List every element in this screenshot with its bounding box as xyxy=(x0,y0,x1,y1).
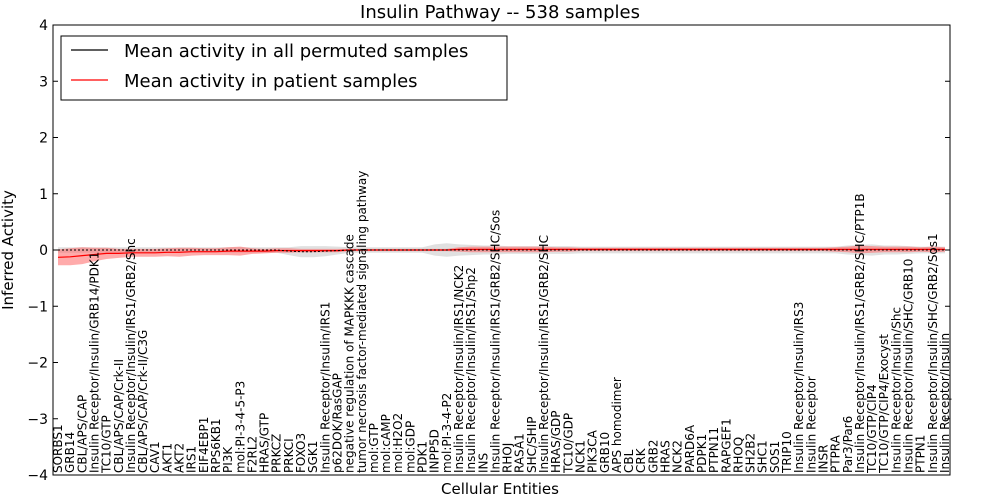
x-category-label: EIF4EBP1 xyxy=(197,417,211,473)
x-category-label: NCK2 xyxy=(671,440,685,473)
x-category-label: PARD6A xyxy=(683,424,697,473)
x-category-label: Insulin Receptor/Insulin/IRS1 xyxy=(318,302,332,473)
x-category-label: mol:GTP xyxy=(367,423,381,473)
x-category-label: TC10/GTP/CIP4 xyxy=(865,384,879,474)
legend-label-patient: Mean activity in patient samples xyxy=(124,71,418,92)
x-category-label: mol:H2O2 xyxy=(391,413,405,473)
x-category-label: mol:cAMP xyxy=(379,414,393,473)
x-category-label: TC10/GDP xyxy=(561,413,575,474)
y-tick-label: 3 xyxy=(39,74,48,90)
legend-label-permuted: Mean activity in all permuted samples xyxy=(124,41,468,62)
x-category-label: Insulin Receptor/Insulin/IRS1/GRB2/SHC/P… xyxy=(853,193,867,473)
x-category-label: CBL/APS/CAP/Crk-II/C3G xyxy=(136,330,150,473)
x-category-label: PDK1 xyxy=(416,441,430,473)
x-category-label: SORBS1 xyxy=(51,424,65,473)
x-category-label: Insulin Receptor/Insulin/IRS1/NCK2 xyxy=(452,265,466,473)
x-category-label: CBL/APS/CAP/Crk-II xyxy=(112,359,126,473)
x-category-label: APS homodimer xyxy=(610,377,624,473)
x-category-label: HRAS xyxy=(659,440,673,473)
x-category-label: RPS6KB1 xyxy=(209,418,223,473)
x-category-label: SHC1 xyxy=(756,440,770,473)
y-tick-label: 4 xyxy=(39,18,48,34)
legend: Mean activity in all permuted samples Me… xyxy=(60,35,508,101)
x-category-label: IRS1 xyxy=(185,446,199,473)
x-category-label: Par3/Par6 xyxy=(841,416,855,473)
x-category-label: RHOJ xyxy=(501,443,515,473)
x-category-label: Insulin Receptor xyxy=(804,376,818,473)
y-tick-label: −4 xyxy=(27,468,48,484)
x-category-label: TRIP10 xyxy=(780,431,794,474)
x-category-label: Insulin Receptor/Insulin/SHC/GRB2/Sos1 xyxy=(926,233,940,473)
x-category-label: SH2B2 xyxy=(744,433,758,473)
x-category-label: PRKCZ xyxy=(270,434,284,473)
x-category-label: SOS1 xyxy=(768,441,782,473)
x-category-label: PI3K xyxy=(221,446,235,473)
patient-mean-line xyxy=(57,248,945,258)
y-tick-label: −1 xyxy=(27,299,48,315)
x-category-label: FOXO3 xyxy=(294,433,308,473)
x-category-label: INS xyxy=(476,453,490,473)
chart-title: Insulin Pathway -- 538 samples xyxy=(360,2,640,23)
x-category-label: HRAS/GTP xyxy=(258,413,272,473)
x-category-label: Insulin Receptor/Insulin/GRB14/PDK1 xyxy=(88,252,102,473)
x-category-label: p62DOK/RasGAP xyxy=(331,373,345,473)
x-category-label: Insulin Receptor/Insulin/Shc xyxy=(889,307,903,473)
x-category-label: F2RL2 xyxy=(245,436,259,473)
y-tick-label: −3 xyxy=(27,412,48,428)
x-category-label: TC10/GTP xyxy=(100,415,114,474)
y-axis-label: Inferred Activity xyxy=(0,190,17,310)
x-category-label: Insulin Receptor/Insulin/IRS3 xyxy=(792,302,806,473)
x-category-label: GRB2 xyxy=(646,439,660,473)
x-category-label: CBL/APS/CAP xyxy=(75,395,89,473)
x-category-label: Insulin Receptor/Insulin/SHC/GRB10 xyxy=(902,259,916,473)
x-category-label: mol:PI-3-4-P2 xyxy=(440,393,454,473)
x-category-label: PTPN1 xyxy=(914,435,928,473)
x-category-label: SHC/SHIP xyxy=(525,417,539,473)
series-lines xyxy=(57,248,945,258)
x-category-label: AKT1 xyxy=(160,443,174,473)
x-category-label: Insulin Receptor/Insulin/IRS1/GRB2/Shc xyxy=(124,238,138,473)
x-category-label: GRB14 xyxy=(63,432,77,473)
x-category-label: HRAS/GDP xyxy=(549,410,563,473)
x-category-label: mol:PI-3-4-5-P3 xyxy=(233,381,247,473)
x-category-label: CBL xyxy=(622,449,636,473)
y-tick-label: 0 xyxy=(39,243,48,259)
y-tick-label: 2 xyxy=(39,131,48,147)
x-category-label: SGK1 xyxy=(306,441,320,473)
x-category-label: CRK xyxy=(634,447,648,473)
legend-box xyxy=(60,35,508,101)
x-category-label: RAPGEF1 xyxy=(719,418,733,473)
x-category-label: AKT2 xyxy=(173,443,187,473)
x-category-label: RHOQ xyxy=(731,437,745,473)
x-category-label: GRB10 xyxy=(598,432,612,473)
x-category-label: RASA1 xyxy=(513,433,527,473)
x-category-label: Insulin Receptor/Insulin/IRS1/GRB2/SHC/S… xyxy=(488,210,502,473)
x-category-label: TC10/GTP/CIP4/Exocyst xyxy=(877,334,891,474)
x-category-label: PTPN11 xyxy=(707,427,721,473)
x-category-label: tumor necrosis factor-mediated signaling… xyxy=(355,171,369,473)
x-category-label: INSR xyxy=(817,445,831,473)
x-category-label: PIK3CA xyxy=(586,429,600,473)
x-category-label: NCK1 xyxy=(574,440,588,473)
x-category-label: Insulin Receptor/Insulin/IRS1/Shp2 xyxy=(464,267,478,473)
x-category-label: negative regulation of MAPKKK cascade xyxy=(343,234,357,473)
x-category-label: PRKCI xyxy=(282,438,296,473)
x-axis-label: Cellular Entities xyxy=(441,480,559,498)
x-category-label: INPP5D xyxy=(428,429,442,473)
x-category-label: Insulin Receptor/Insulin/IRS1/GRB2/SHC xyxy=(537,235,551,473)
x-category-label: PTPRA xyxy=(829,434,843,473)
x-category-label: PDPK1 xyxy=(695,434,709,473)
x-category-label: Insulin Receptor/Insulin xyxy=(938,333,952,473)
x-category-label: CAV1 xyxy=(148,441,162,473)
y-tick-label: 1 xyxy=(39,187,48,203)
y-axis-ticks: 4 3 2 1 0 −1 −2 −3 −4 xyxy=(27,18,950,484)
x-category-label: mol:GDP xyxy=(403,421,417,473)
y-tick-label: −2 xyxy=(27,356,48,372)
